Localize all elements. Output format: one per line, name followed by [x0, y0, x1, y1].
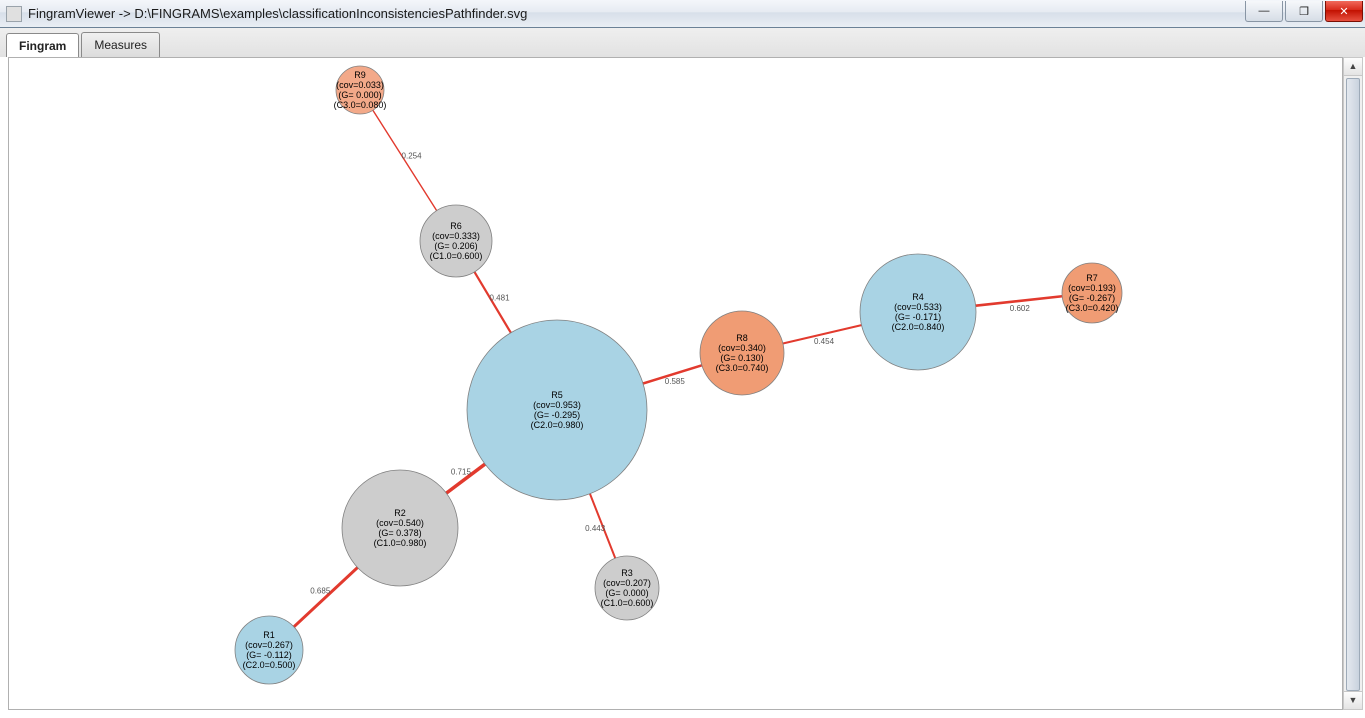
maximize-button[interactable]: ❐ — [1285, 1, 1323, 22]
edge-label-R5-R6: 0.481 — [490, 293, 511, 302]
app-icon — [6, 6, 22, 22]
node-R9[interactable]: R9(cov=0.033)(G= 0.000)(C3.0=0.080) — [334, 66, 387, 114]
window-title: FingramViewer -> D:\FINGRAMS\examples\cl… — [28, 6, 1245, 21]
edge-R6-R9 — [373, 110, 437, 210]
tab-measures[interactable]: Measures — [81, 32, 160, 57]
nodes-layer: R5(cov=0.953)(G= -0.295)(C2.0=0.980)R2(c… — [235, 66, 1122, 684]
scroll-down-button[interactable]: ▼ — [1344, 691, 1362, 709]
node-R8[interactable]: R8(cov=0.340)(G= 0.130)(C3.0=0.740) — [700, 311, 784, 395]
window-titlebar: FingramViewer -> D:\FINGRAMS\examples\cl… — [0, 0, 1365, 28]
node-R2[interactable]: R2(cov=0.540)(G= 0.378)(C1.0=0.980) — [342, 470, 458, 586]
graph-viewport[interactable]: 0.715 0.685 0.585 0.481 0.443 0.454 0.602 0.254… — [8, 57, 1343, 710]
edge-R2-R1 — [294, 568, 358, 627]
fingram-graph[interactable]: 0.715 0.685 0.585 0.481 0.443 0.454 0.602 0.254… — [9, 58, 1342, 709]
edge-label-R5-R8: 0.585 — [665, 377, 686, 386]
edge-label-R6-R9: 0.254 — [402, 151, 423, 160]
node-R5[interactable]: R5(cov=0.953)(G= -0.295)(C2.0=0.980) — [467, 320, 647, 500]
tabstrip: Fingram Measures — [0, 28, 1365, 58]
window-controls: — ❐ ✕ — [1245, 0, 1365, 27]
scrollbar-thumb[interactable] — [1346, 78, 1360, 692]
vertical-scrollbar[interactable]: ▲ ▼ — [1343, 57, 1363, 710]
node-R6[interactable]: R6(cov=0.333)(G= 0.206)(C1.0=0.600) — [420, 205, 492, 277]
minimize-button[interactable]: — — [1245, 1, 1283, 22]
edge-label-R5-R3: 0.443 — [585, 524, 606, 533]
node-R7[interactable]: R7(cov=0.193)(G= -0.267)(C3.0=0.420) — [1062, 263, 1122, 323]
close-button[interactable]: ✕ — [1325, 1, 1363, 22]
edge-label-R2-R1: 0.685 — [310, 586, 331, 595]
tab-fingram[interactable]: Fingram — [6, 33, 79, 58]
scroll-up-button[interactable]: ▲ — [1344, 58, 1362, 76]
node-R4[interactable]: R4(cov=0.533)(G= -0.171)(C2.0=0.840) — [860, 254, 976, 370]
edge-label-R8-R4: 0.454 — [814, 337, 835, 346]
edge-label-R4-R7: 0.602 — [1010, 304, 1031, 313]
node-R3[interactable]: R3(cov=0.207)(G= 0.000)(C1.0=0.600) — [595, 556, 659, 620]
node-R1[interactable]: R1(cov=0.267)(G= -0.112)(C2.0=0.500) — [235, 616, 303, 684]
edge-label-R5-R2: 0.715 — [451, 467, 472, 476]
canvas-wrapper: 0.715 0.685 0.585 0.481 0.443 0.454 0.602 0.254… — [0, 57, 1365, 718]
